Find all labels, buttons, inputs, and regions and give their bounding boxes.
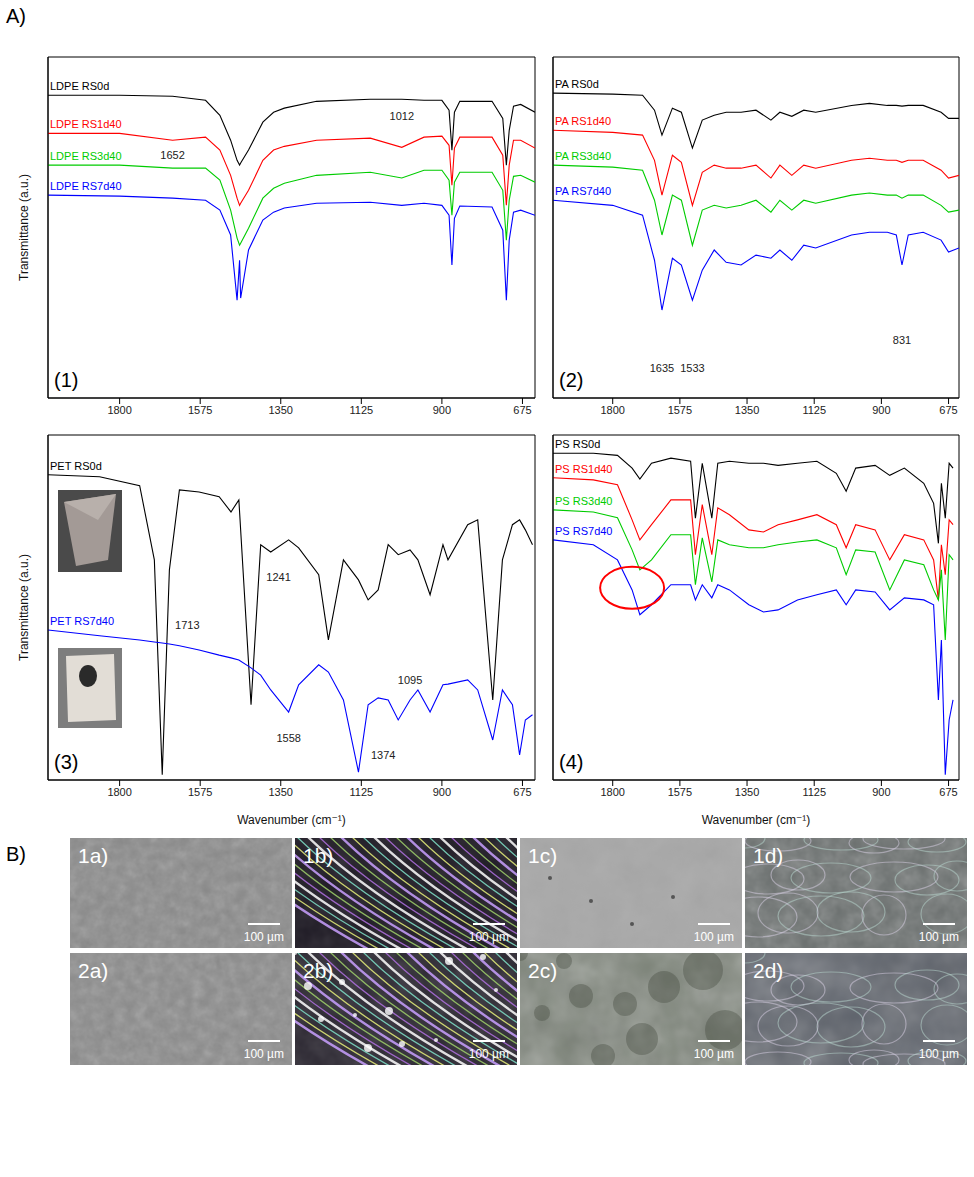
svg-text:1652: 1652	[160, 149, 184, 161]
svg-text:1350: 1350	[735, 786, 759, 798]
svg-text:PET RS7d40: PET RS7d40	[50, 615, 114, 627]
svg-text:LDPE RS1d40: LDPE RS1d40	[50, 118, 122, 130]
svg-text:PA RS3d40: PA RS3d40	[555, 150, 611, 162]
svg-text:PS RS3d40: PS RS3d40	[555, 495, 612, 507]
svg-text:LDPE RS0d: LDPE RS0d	[50, 80, 109, 92]
svg-text:900: 900	[872, 786, 890, 798]
svg-text:PA RS7d40: PA RS7d40	[555, 185, 611, 197]
svg-text:2b): 2b)	[303, 959, 333, 982]
svg-text:900: 900	[433, 404, 451, 416]
svg-text:1533: 1533	[680, 362, 704, 374]
svg-text:675: 675	[939, 786, 957, 798]
svg-text:900: 900	[433, 786, 451, 798]
svg-text:1125: 1125	[802, 786, 826, 798]
svg-text:1800: 1800	[107, 404, 131, 416]
svg-text:1350: 1350	[269, 404, 293, 416]
svg-text:831: 831	[893, 334, 911, 346]
svg-text:1125: 1125	[349, 404, 373, 416]
svg-text:LDPE RS3d40: LDPE RS3d40	[50, 150, 122, 162]
svg-text:Transmittance (a.u.): Transmittance (a.u.)	[17, 554, 31, 661]
svg-text:1d): 1d)	[753, 844, 783, 867]
html-text:B): B)	[6, 843, 26, 865]
svg-text:1012: 1012	[390, 110, 414, 122]
svg-text:100 µm: 100 µm	[469, 1047, 509, 1061]
svg-text:675: 675	[513, 404, 531, 416]
svg-text:PA RS1d40: PA RS1d40	[555, 115, 611, 127]
html-text:(2): (2)	[559, 369, 584, 391]
svg-text:1575: 1575	[188, 786, 212, 798]
svg-text:100 µm: 100 µm	[919, 930, 959, 944]
svg-text:100 µm: 100 µm	[469, 930, 509, 944]
svg-text:1635: 1635	[650, 362, 674, 374]
svg-text:100 µm: 100 µm	[244, 1047, 284, 1061]
svg-text:675: 675	[939, 404, 957, 416]
svg-text:100 µm: 100 µm	[694, 930, 734, 944]
svg-text:900: 900	[872, 404, 890, 416]
html-text:(3): (3)	[54, 751, 79, 773]
svg-text:1c): 1c)	[528, 844, 557, 867]
svg-text:1a): 1a)	[78, 844, 108, 867]
svg-text:1b): 1b)	[303, 844, 333, 867]
svg-text:Wavenumber (cm⁻¹): Wavenumber (cm⁻¹)	[237, 813, 346, 827]
svg-text:2d): 2d)	[753, 959, 783, 982]
svg-text:1800: 1800	[600, 786, 624, 798]
svg-text:1350: 1350	[735, 404, 759, 416]
svg-text:1241: 1241	[266, 571, 290, 583]
svg-text:100 µm: 100 µm	[244, 930, 284, 944]
svg-text:LDPE RS7d40: LDPE RS7d40	[50, 180, 122, 192]
svg-text:PS RS1d40: PS RS1d40	[555, 463, 612, 475]
svg-text:1125: 1125	[802, 404, 826, 416]
html-text:A): A)	[6, 5, 26, 27]
svg-text:100 µm: 100 µm	[694, 1047, 734, 1061]
svg-text:1350: 1350	[269, 786, 293, 798]
svg-text:1374: 1374	[371, 749, 395, 761]
svg-text:1800: 1800	[107, 786, 131, 798]
html-text:(1): (1)	[54, 369, 79, 391]
svg-text:2a): 2a)	[78, 959, 108, 982]
svg-text:Wavenumber (cm⁻¹): Wavenumber (cm⁻¹)	[702, 813, 811, 827]
svg-text:PS RS0d: PS RS0d	[555, 438, 600, 450]
svg-text:1575: 1575	[188, 404, 212, 416]
svg-text:100 µm: 100 µm	[919, 1047, 959, 1061]
svg-text:PET RS0d: PET RS0d	[50, 460, 102, 472]
svg-text:1575: 1575	[668, 786, 692, 798]
svg-text:1713: 1713	[175, 619, 199, 631]
svg-text:2c): 2c)	[528, 959, 557, 982]
svg-text:PA RS0d: PA RS0d	[555, 78, 599, 90]
svg-text:1800: 1800	[600, 404, 624, 416]
svg-text:Transmittance (a.u.): Transmittance (a.u.)	[17, 174, 31, 281]
svg-text:675: 675	[513, 786, 531, 798]
svg-text:1095: 1095	[398, 674, 422, 686]
svg-text:1575: 1575	[668, 404, 692, 416]
html-text:(4): (4)	[559, 751, 584, 773]
svg-text:1558: 1558	[276, 732, 300, 744]
svg-text:1125: 1125	[349, 786, 373, 798]
svg-text:PS RS7d40: PS RS7d40	[555, 525, 612, 537]
